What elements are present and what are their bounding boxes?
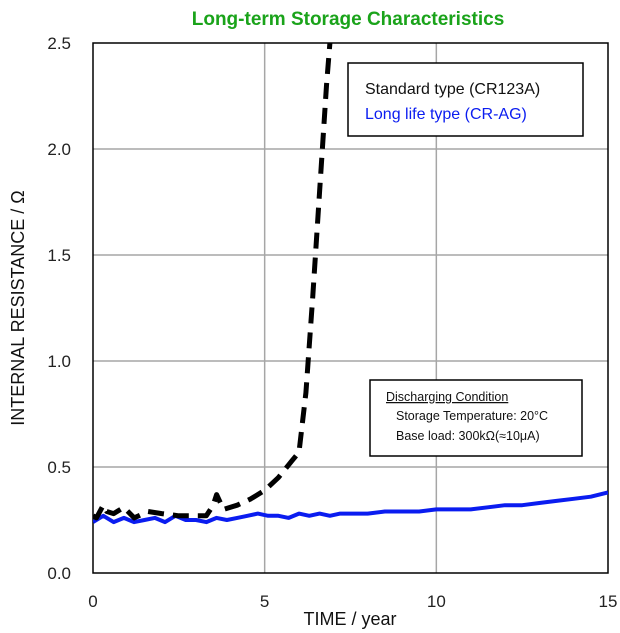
series-line-standard-type [93, 43, 333, 521]
condition-heading: Discharging Condition [386, 390, 508, 404]
x-tick-label: 5 [260, 592, 269, 611]
y-tick-label: 0.5 [47, 458, 71, 477]
y-tick-label: 1.0 [47, 352, 71, 371]
x-tick-label: 0 [88, 592, 97, 611]
legend-box [347, 62, 584, 137]
x-axis-label: TIME / year [303, 609, 396, 629]
x-tick-label: 10 [427, 592, 446, 611]
condition-temperature: Storage Temperature: 20°C [396, 409, 548, 423]
y-tick-label: 2.5 [47, 34, 71, 53]
y-tick-label: 1.5 [47, 246, 71, 265]
condition-annotation: Discharging Condition Storage Temperatur… [369, 379, 583, 457]
series-line-long-life-type [93, 490, 608, 525]
legend-entry-long-life: Long life type (CR-AG) [365, 106, 527, 123]
condition-base-load: Base load: 300kΩ(≈10μA) [396, 429, 540, 443]
legend-entry-standard: Standard type (CR123A) [365, 81, 540, 98]
y-tick-label: 2.0 [47, 140, 71, 159]
plot-area-frame [92, 42, 609, 574]
y-axis-label: INTERNAL RESISTANCE / Ω [8, 190, 28, 426]
x-tick-label: 15 [599, 592, 618, 611]
chart-title: Long-term Storage Characteristics [192, 9, 505, 30]
condition-box [369, 379, 583, 457]
y-tick-label: 0.0 [47, 564, 71, 583]
legend: Standard type (CR123A) Long life type (C… [347, 62, 584, 137]
tick-labels: 0.0 0.5 1.0 1.5 2.0 2.5 0 5 10 15 [47, 34, 617, 611]
series-layer [93, 43, 608, 525]
